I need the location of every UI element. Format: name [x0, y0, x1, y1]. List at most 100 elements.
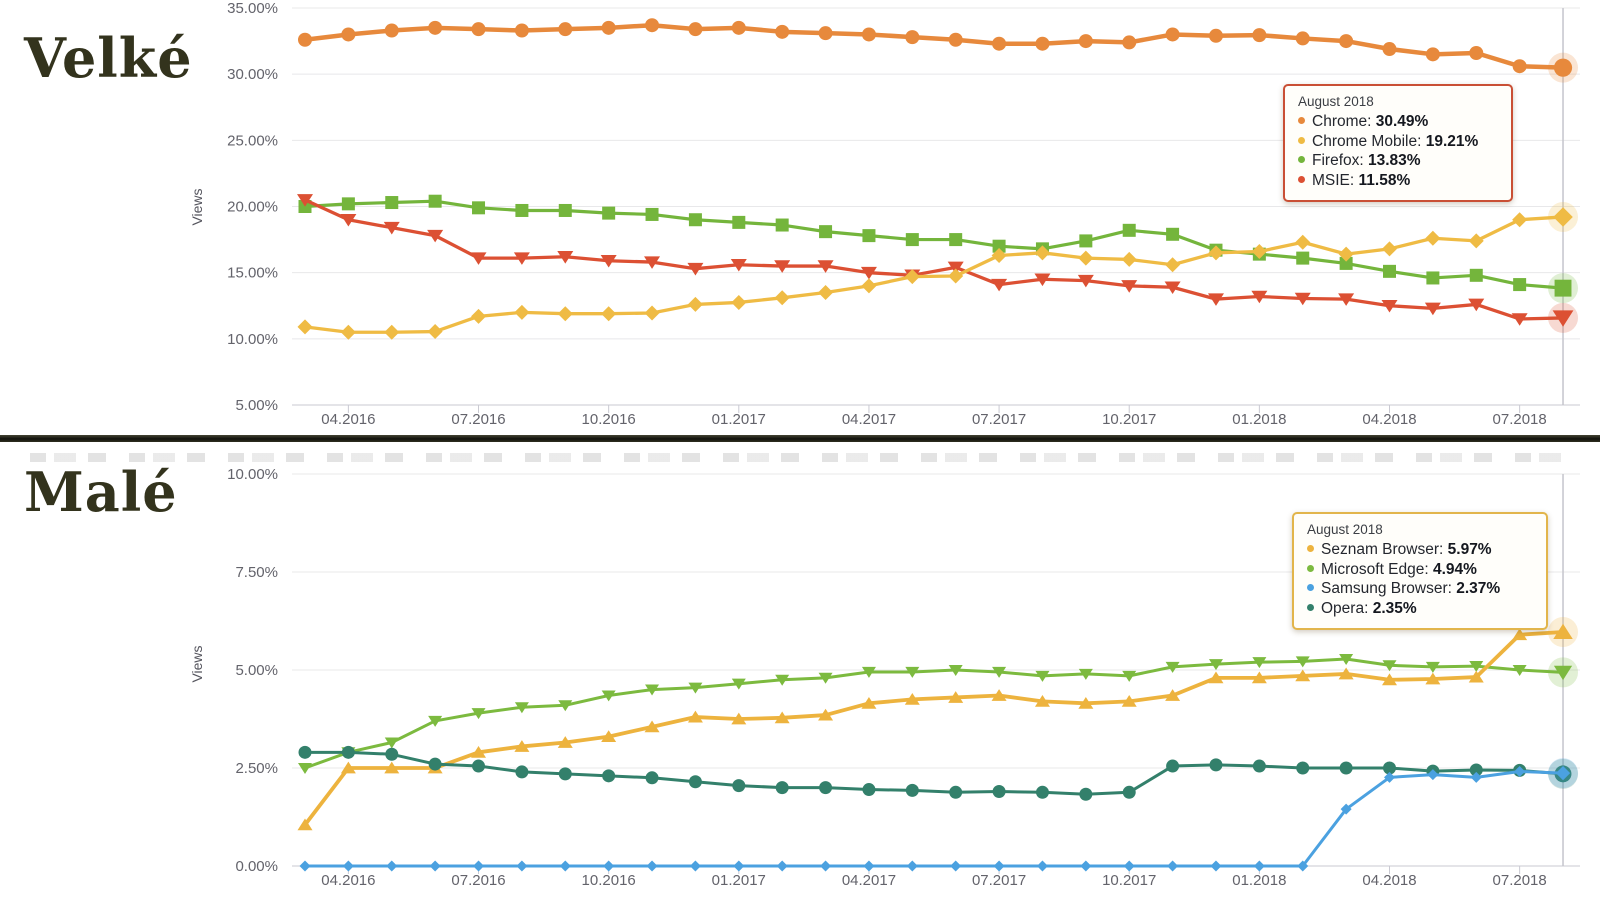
marker-samsung-browser	[993, 860, 1005, 872]
marker-chrome-mobile	[818, 285, 834, 301]
tooltip-row-microsoft-edge: Microsoft Edge: 4.94%	[1307, 560, 1533, 580]
x-tick-label: 04.2018	[1362, 411, 1416, 428]
y-tick-label: 0.00%	[235, 858, 278, 875]
marker-samsung-browser	[473, 860, 485, 872]
marker-msie	[860, 266, 877, 280]
x-tick-label: 07.2018	[1493, 411, 1547, 428]
marker-microsoft-edge	[1469, 661, 1484, 673]
marker-msie	[1251, 290, 1268, 304]
marker-opera	[732, 779, 746, 793]
marker-seznam-browser	[818, 708, 834, 721]
series-line	[304, 657, 1564, 770]
marker-opera	[862, 783, 876, 797]
marker-microsoft-edge	[1252, 657, 1267, 669]
marker-msie	[513, 252, 530, 265]
marker-opera	[1079, 787, 1093, 801]
series-dot-icon	[1298, 156, 1305, 163]
marker-msie	[730, 258, 747, 272]
marker-seznam-browser	[1208, 671, 1224, 684]
marker-chrome-mobile	[297, 319, 313, 335]
marker-opera	[602, 769, 616, 783]
marker-samsung-browser	[1470, 771, 1482, 783]
marker-chrome-mobile	[687, 296, 703, 312]
marker-chrome	[428, 20, 443, 35]
marker-firefox	[949, 233, 963, 247]
marker-microsoft-edge	[1553, 665, 1573, 681]
marker-microsoft-edge	[1208, 659, 1223, 671]
marker-microsoft-edge	[948, 664, 963, 676]
marker-chrome-mobile	[904, 269, 920, 285]
marker-firefox	[732, 215, 746, 229]
marker-firefox	[645, 207, 659, 221]
x-tick-label: 07.2018	[1493, 872, 1547, 889]
x-tick-label: 04.2017	[842, 411, 896, 428]
series-dot-icon	[1307, 564, 1314, 572]
y-tick-label: 10.00%	[227, 331, 278, 348]
marker-firefox	[428, 194, 442, 208]
marker-seznam-browser	[731, 712, 747, 725]
x-tick-label: 10.2017	[1102, 411, 1156, 428]
marker-msie	[600, 254, 617, 268]
y-tick-label: 10.00%	[227, 466, 278, 483]
marker-chrome-mobile	[1251, 243, 1267, 259]
marker-samsung-browser	[1123, 860, 1135, 872]
marker-firefox	[905, 233, 919, 247]
y-axis-title: Views	[189, 188, 205, 225]
y-tick-label: 35.00%	[227, 0, 278, 17]
marker-samsung-browser	[1080, 860, 1092, 872]
marker-chrome	[1339, 34, 1354, 49]
marker-chrome	[645, 18, 660, 33]
chart-mal-: 10.00% 7.50% 5.00% 2.50% 0.00% 04.2016 07.2016…	[189, 466, 1580, 889]
tooltip-august-2018-large: August 2018 Chrome: 30.49% Chrome Mobile:…	[1283, 84, 1513, 202]
marker-samsung-browser	[733, 860, 745, 872]
marker-chrome	[1165, 27, 1180, 42]
marker-seznam-browser	[1468, 670, 1484, 683]
x-tick-label: 01.2018	[1232, 872, 1286, 889]
marker-seznam-browser	[1382, 673, 1397, 686]
marker-msie	[1294, 292, 1311, 306]
tooltip-series-label: Seznam Browser:	[1321, 541, 1448, 558]
marker-samsung-browser	[1167, 860, 1179, 872]
marker-chrome	[1553, 58, 1573, 77]
marker-seznam-browser	[471, 745, 487, 758]
marker-microsoft-edge	[384, 737, 399, 749]
marker-msie	[427, 229, 444, 243]
marker-chrome-mobile	[861, 278, 877, 294]
tooltip-rows: Chrome: 30.49% Chrome Mobile: 19.21% Firef…	[1298, 112, 1498, 190]
chart-title-velke: Velké	[24, 26, 193, 90]
marker-microsoft-edge	[992, 666, 1007, 678]
series-line	[304, 198, 1564, 321]
marker-firefox	[602, 206, 616, 220]
marker-opera	[1383, 761, 1396, 775]
x-tick-label: 04.2017	[842, 872, 896, 889]
marker-seznam-browser	[1078, 696, 1094, 709]
marker-firefox	[1383, 264, 1396, 278]
series-seznam-browser	[297, 616, 1579, 831]
tooltip-series-value: 11.58%	[1358, 171, 1411, 189]
marker-msie	[1511, 313, 1528, 326]
marker-seznam-browser	[1425, 672, 1441, 685]
y-tick-label: 5.00%	[235, 662, 278, 679]
series-dot-icon	[1307, 584, 1314, 591]
marker-msie	[774, 260, 791, 273]
series-line	[304, 215, 1564, 334]
marker-chrome	[775, 24, 790, 39]
marker-msie	[297, 194, 313, 207]
series-line	[303, 630, 1564, 826]
x-tick-label: 07.2016	[451, 872, 505, 889]
marker-samsung-browser	[689, 860, 701, 872]
marker-chrome-mobile	[514, 304, 530, 320]
marker-firefox	[1339, 256, 1353, 270]
marker-microsoft-edge	[298, 762, 312, 774]
marker-chrome	[861, 27, 876, 42]
marker-opera	[1296, 761, 1310, 775]
marker-chrome-mobile	[1121, 251, 1137, 267]
marker-opera	[905, 783, 919, 797]
marker-opera	[515, 765, 529, 779]
marker-opera	[819, 781, 833, 795]
tooltip-row-samsung-browser: Samsung Browser: 2.37%	[1307, 579, 1533, 599]
x-tick-label: 07.2016	[451, 411, 505, 428]
marker-opera	[1209, 758, 1223, 772]
series-line	[305, 770, 1564, 868]
